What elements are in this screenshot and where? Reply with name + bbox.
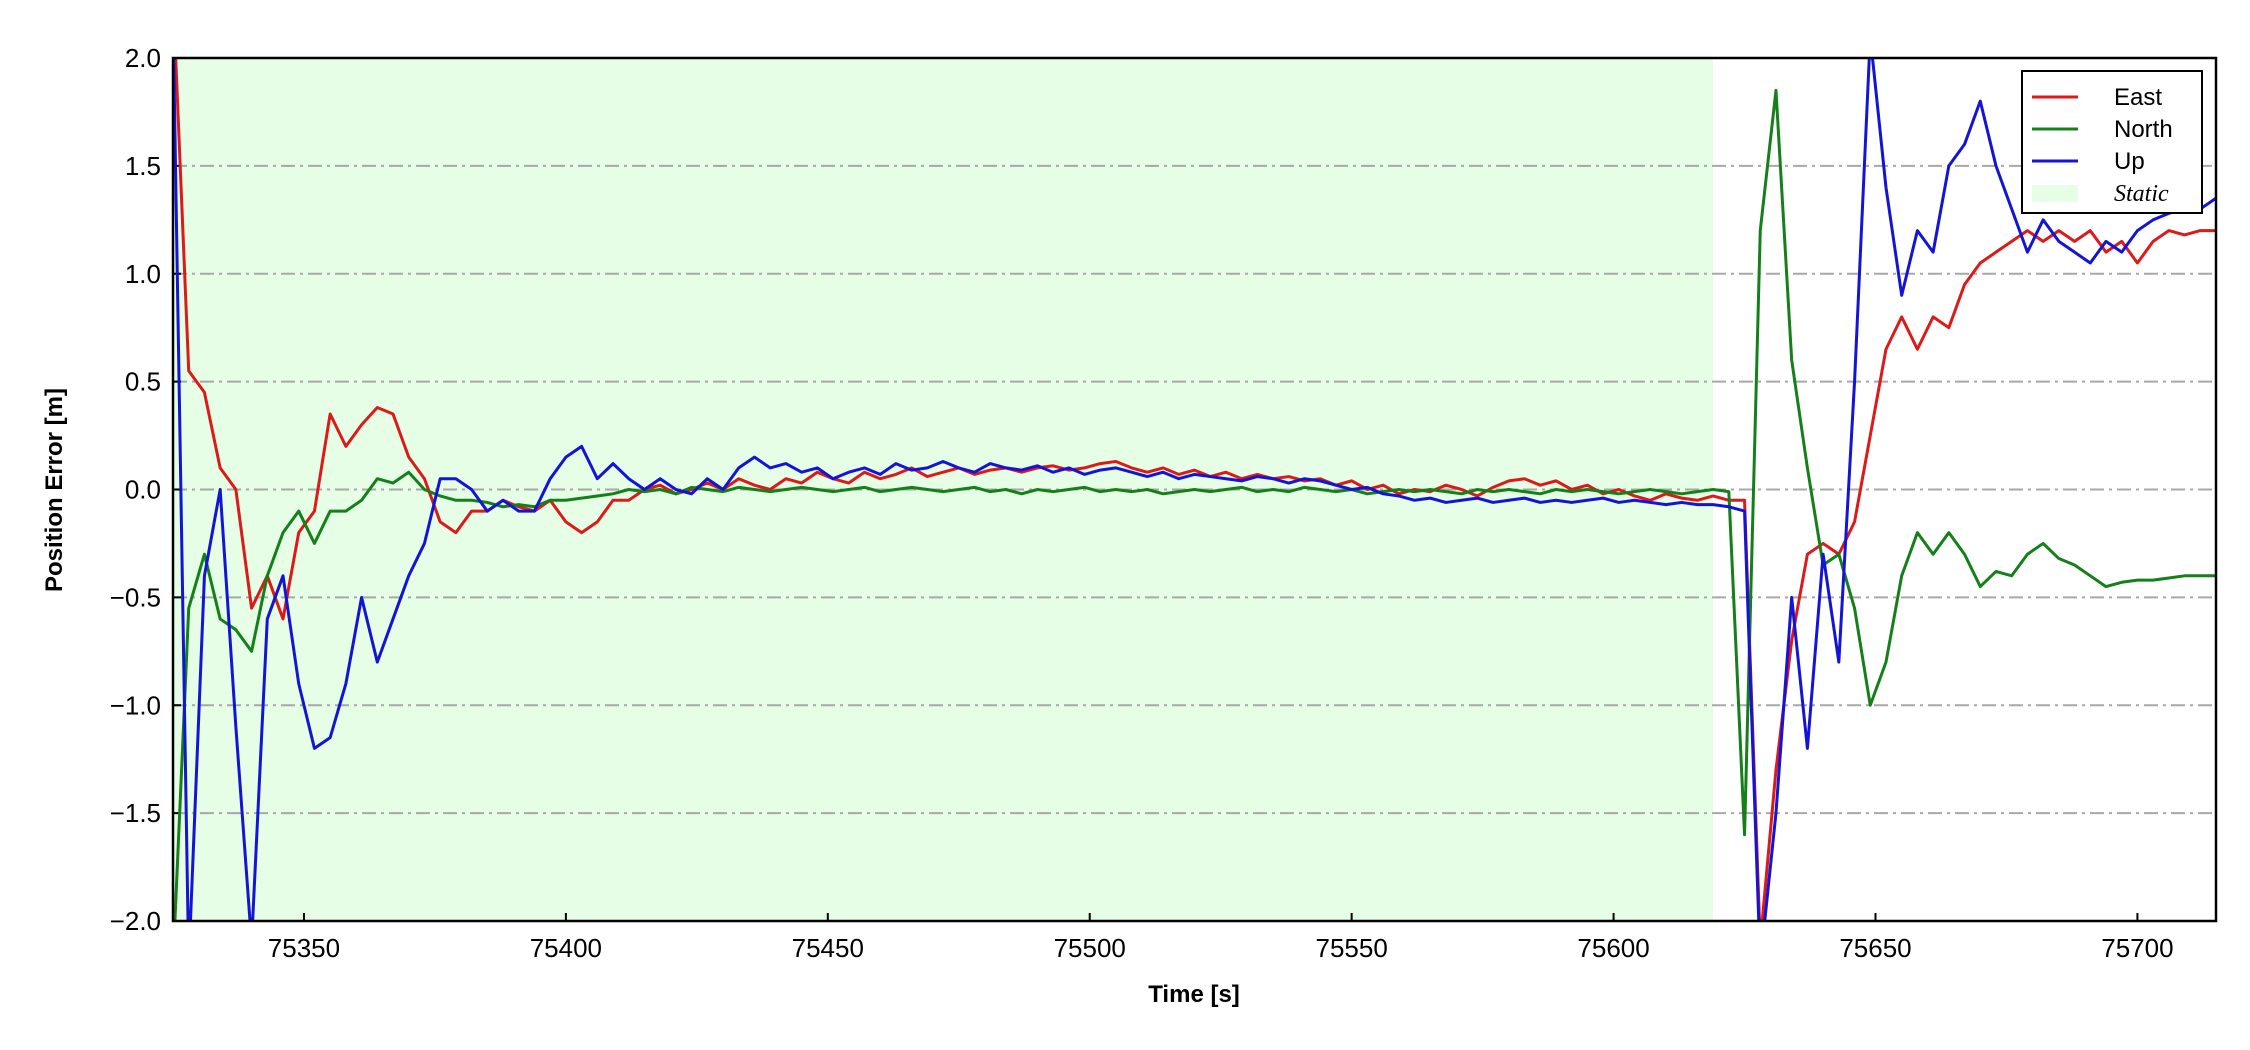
y-tick-label: −2.0 xyxy=(110,906,161,936)
y-tick-label: −1.5 xyxy=(110,798,161,828)
y-tick-label: 1.0 xyxy=(125,259,161,289)
x-tick-label: 75700 xyxy=(2101,933,2173,963)
series-line xyxy=(173,88,2216,921)
x-tick-label: 75350 xyxy=(268,933,340,963)
x-tick-label: 75400 xyxy=(530,933,602,963)
y-tick-label: −1.0 xyxy=(110,690,161,720)
x-axis-label: Time [s] xyxy=(1148,981,1240,1008)
legend-label: East xyxy=(2114,84,2162,111)
x-tick-label: 75500 xyxy=(1054,933,1126,963)
y-axis-label: Position Error [m] xyxy=(41,388,68,592)
legend-swatch xyxy=(2032,185,2078,202)
legend-label: Up xyxy=(2114,148,2145,175)
y-tick-label: 2.0 xyxy=(125,43,161,73)
x-tick-label: 75550 xyxy=(1315,933,1387,963)
series-line xyxy=(173,58,2216,921)
y-tick-label: −0.5 xyxy=(110,582,161,612)
y-tick-label: 1.5 xyxy=(125,151,161,181)
legend-label: North xyxy=(2114,116,2173,143)
x-tick-label: 75650 xyxy=(1839,933,1911,963)
plot-frame xyxy=(171,56,2218,923)
x-tick-label: 75450 xyxy=(792,933,864,963)
y-tick-label: 0.5 xyxy=(125,367,161,397)
legend-label: Static xyxy=(2114,181,2169,207)
x-tick-label: 75600 xyxy=(1577,933,1649,963)
y-tick-label: 0.0 xyxy=(125,475,161,505)
